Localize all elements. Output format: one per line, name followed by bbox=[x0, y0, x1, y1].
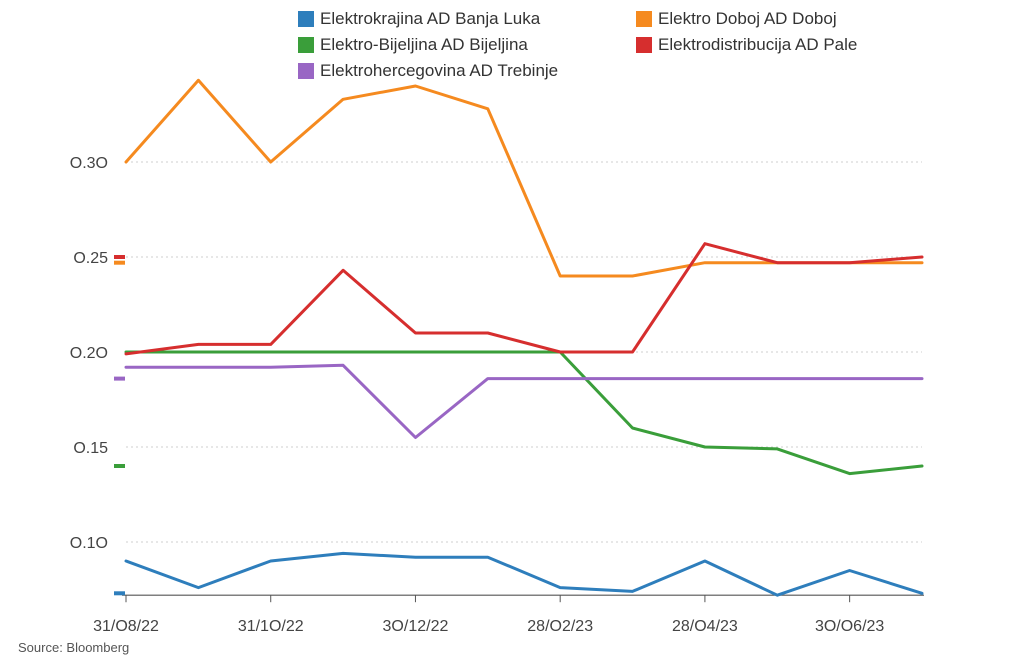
last-value-markers bbox=[114, 255, 125, 596]
x-tick-label: 3O/O6/23 bbox=[815, 618, 884, 635]
y-tick-label: O.1O bbox=[70, 535, 108, 552]
legend-swatch bbox=[298, 11, 314, 27]
y-tick-label: O.25 bbox=[73, 250, 108, 267]
last-value-marker bbox=[114, 591, 125, 596]
legend-item: Elektrohercegovina AD Trebinje bbox=[298, 60, 558, 82]
x-tick-label: 28/O4/23 bbox=[672, 618, 738, 635]
legend-swatch bbox=[636, 37, 652, 53]
axes: O.1O O.15 O.2O O.25 O.3O 31/O8/22 31/1O/22 3O/1… bbox=[70, 155, 924, 635]
x-tick-label: 28/O2/23 bbox=[527, 618, 593, 635]
last-value-marker bbox=[114, 376, 125, 381]
last-value-marker bbox=[114, 464, 125, 468]
legend-swatch bbox=[298, 37, 314, 53]
x-tick-label: 3O/12/22 bbox=[383, 618, 449, 635]
last-value-marker bbox=[114, 260, 125, 265]
y-tick-label: O.15 bbox=[73, 440, 108, 457]
y-tick-label: O.3O bbox=[70, 155, 108, 172]
series-line-1 bbox=[124, 551, 924, 597]
legend-label: Elektro Doboj AD Doboj bbox=[658, 9, 837, 28]
legend-item: Elektrodistribucija AD Pale bbox=[636, 34, 857, 56]
legend-item: Elektro Doboj AD Doboj bbox=[636, 8, 837, 30]
legend-swatch bbox=[298, 63, 314, 79]
series-lines bbox=[124, 78, 924, 597]
source-note: Source: Bloomberg bbox=[18, 640, 130, 655]
series-line-4 bbox=[124, 242, 924, 356]
x-tick-label: 31/O8/22 bbox=[93, 618, 159, 635]
legend-label: Elektrohercegovina AD Trebinje bbox=[320, 61, 559, 80]
legend-label: Elektrokrajina AD Banja Luka bbox=[320, 9, 541, 28]
series-line-2 bbox=[124, 78, 924, 278]
legend-item: Elektrokrajina AD Banja Luka bbox=[298, 8, 540, 30]
legend-label: Elektrodistribucija AD Pale bbox=[658, 35, 858, 54]
series-line-5 bbox=[124, 363, 924, 439]
legend-label: Elektro-Bijeljina AD Bijeljina bbox=[320, 35, 528, 54]
last-value-marker bbox=[114, 255, 125, 259]
x-tick-label: 31/1O/22 bbox=[238, 618, 304, 635]
legend: Elektrokrajina AD Banja Luka Elektro Dobo… bbox=[298, 8, 938, 86]
y-tick-label: O.2O bbox=[70, 345, 108, 362]
legend-item: Elektro-Bijeljina AD Bijeljina bbox=[298, 34, 528, 56]
legend-swatch bbox=[636, 11, 652, 27]
series-line-3 bbox=[124, 350, 924, 476]
